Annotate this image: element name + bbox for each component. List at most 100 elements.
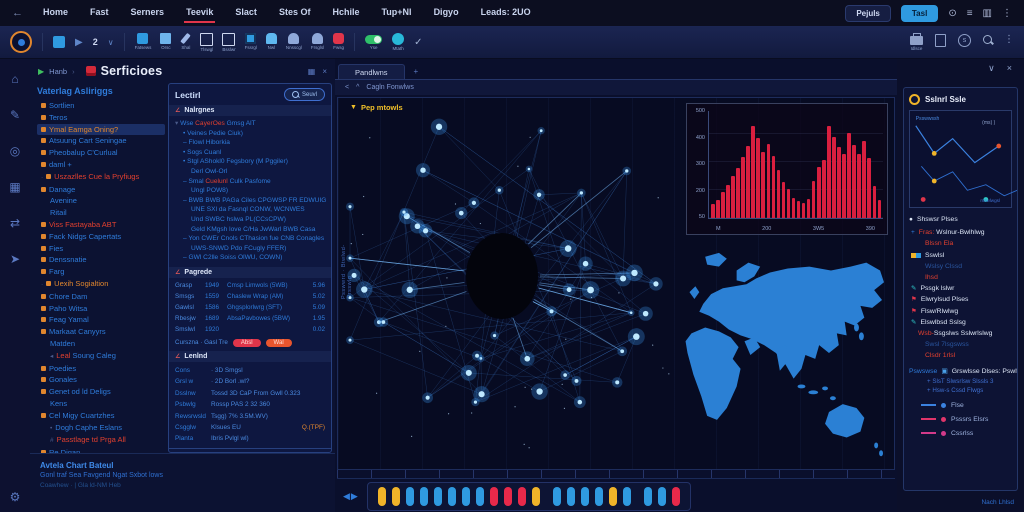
- timeline-pill-blue[interactable]: [419, 486, 428, 506]
- menu-item-teevik[interactable]: Teevik: [184, 3, 216, 23]
- app-logo[interactable]: [10, 31, 32, 53]
- group-sub-2[interactable]: + Hsw-s Cssd Flwgs: [927, 387, 984, 395]
- timeline-pill-red[interactable]: [671, 486, 680, 506]
- send-icon[interactable]: ➤: [9, 252, 21, 266]
- coin-icon[interactable]: s: [958, 34, 971, 47]
- target-icon[interactable]: ◎: [9, 144, 21, 158]
- tool-nwl[interactable]: Nwl: [265, 32, 277, 50]
- tree-item[interactable]: Re Digan: [37, 447, 165, 453]
- tree-item[interactable]: ◂ Leal Soung Caleg: [37, 350, 165, 363]
- timeline-pill-red[interactable]: [517, 486, 526, 506]
- tool-fatsews[interactable]: Fatsews: [135, 32, 151, 50]
- timeline-pill-yellow[interactable]: [377, 486, 386, 506]
- property-row[interactable]: Psbwlg Rossp PAS 2 32 360: [175, 399, 325, 410]
- menu-item-slact[interactable]: Slact: [235, 7, 257, 17]
- filter-pill-2[interactable]: Wal: [265, 338, 292, 347]
- tree-item[interactable]: Kens: [37, 398, 165, 410]
- layer-item[interactable]: Clsdr 1rlsl: [909, 350, 1012, 361]
- minimize-icon[interactable]: ∨: [988, 63, 995, 73]
- tree-item[interactable]: Fies: [37, 243, 165, 255]
- section-header-2[interactable]: ∠ Pagrede: [169, 266, 331, 278]
- tool-frsglsl[interactable]: Frsglsl: [311, 32, 324, 50]
- tree-item[interactable]: # Passtlage td Prga All: [37, 434, 165, 447]
- tree-item[interactable]: Gonales: [37, 374, 165, 386]
- layout-icon[interactable]: ▥: [982, 7, 992, 19]
- case-tool[interactable]: Idlsce: [910, 33, 923, 51]
- run-icon[interactable]: ▶: [75, 36, 83, 48]
- tree-item[interactable]: Genet od ld Deligs: [37, 386, 165, 398]
- tool-fwsg[interactable]: Fwsg: [333, 32, 345, 50]
- timeline-pill-blue[interactable]: [643, 486, 652, 506]
- legend-item-flse[interactable]: Flse: [909, 402, 1012, 409]
- tree-item[interactable]: · Uszazlles Cue la Pryfiugs: [37, 171, 165, 184]
- menu-item-stes-of[interactable]: Stes Of: [278, 7, 311, 17]
- play-icon[interactable]: ▶: [38, 66, 45, 76]
- timeline-pill-yellow[interactable]: [608, 486, 617, 506]
- timeline-pill-blue[interactable]: [580, 486, 589, 506]
- status-link[interactable]: Nach Lhlsd: [981, 499, 1014, 506]
- layer-item[interactable]: Ihsd: [909, 272, 1012, 283]
- layer-item[interactable]: Wslsy Clssd: [909, 261, 1012, 272]
- property-row[interactable]: Grsl w · 2D Borl .wl?: [175, 376, 325, 387]
- apple-icon[interactable]: ⊙: [948, 7, 957, 19]
- attribute-line[interactable]: • Sogs Cuanl: [175, 148, 327, 158]
- back-arrow-icon[interactable]: ←: [12, 7, 23, 19]
- tab-pandlwns[interactable]: Pandlwns: [338, 64, 405, 79]
- tool-shal[interactable]: Shal: [180, 32, 192, 50]
- tree-item[interactable]: Teros: [37, 112, 165, 124]
- tree-item[interactable]: · Uexih Sogialtion: [37, 278, 165, 291]
- swap-icon[interactable]: ⇄: [9, 216, 21, 230]
- attribute-line[interactable]: – Flowl Hiborkia: [175, 138, 327, 148]
- tree-item[interactable]: Ymal Eamga Oning?: [37, 123, 166, 136]
- add-tab-button[interactable]: +: [413, 67, 419, 76]
- kebab-menu-icon[interactable]: ⋮: [1002, 7, 1012, 19]
- layer-item[interactable]: Sswlsl: [909, 250, 1012, 261]
- close-icon[interactable]: ×: [322, 66, 327, 76]
- clipboard-icon[interactable]: [935, 34, 946, 47]
- layer-item[interactable]: Blssn Ela: [909, 238, 1012, 249]
- circle-tool[interactable]: Mtath: [392, 33, 405, 51]
- legend-item-psssrs-elsrs[interactable]: Psssrs Elsrs: [909, 416, 1012, 423]
- tree-item[interactable]: daml +: [37, 159, 165, 171]
- attribute-line[interactable]: – Yon CWEr Cnols CThasion fue CNB Conagl…: [175, 234, 327, 244]
- timeline-pill-blue[interactable]: [657, 486, 666, 506]
- tool-tlswgl[interactable]: Tlswgl: [200, 32, 214, 52]
- attribute-line[interactable]: Derl Owl-Orl: [175, 167, 327, 177]
- attribute-line[interactable]: • Veines Pedie Ciuk): [175, 129, 327, 139]
- info-meta[interactable]: Coawhew · | Gla ld-NM Heb: [40, 482, 121, 489]
- timeline-pill-yellow[interactable]: [391, 486, 400, 506]
- timeline-pill-blue[interactable]: [552, 486, 561, 506]
- layer-item[interactable]: + Fras: Wslnur-Bwlhlwg: [909, 227, 1012, 238]
- layer-item[interactable]: Swsl 7lsgswss: [909, 339, 1012, 350]
- tree-item[interactable]: Pheobalup C'Curlual: [37, 147, 165, 159]
- filter-pill-1[interactable]: Absl: [232, 338, 261, 347]
- timeline-pill-blue[interactable]: [622, 486, 631, 506]
- table-row[interactable]: Gawlsl 1586 Ghgsplorlwrg (SFT) 5.09: [175, 302, 325, 313]
- attribute-line[interactable]: – Smal Cuelunl Culk Pasfome: [175, 177, 327, 187]
- section-header-1[interactable]: ∠ Nalrgnes: [169, 105, 331, 116]
- menu-item-serners[interactable]: Serners: [130, 7, 165, 17]
- check-icon[interactable]: ✓: [414, 36, 423, 48]
- kebab-menu-icon[interactable]: ⋮: [1004, 34, 1014, 45]
- pen-icon[interactable]: ✎: [9, 108, 21, 122]
- timeline-pill-red[interactable]: [503, 486, 512, 506]
- layer-item[interactable]: ⚑ Elwrylsud Plses: [909, 294, 1012, 305]
- legend-item-cssrlss[interactable]: Cssrlss: [909, 430, 1012, 437]
- menu-item-fast[interactable]: Fast: [90, 7, 109, 17]
- table-row[interactable]: Smsgs 1559 Chaslew Wrap (AM) 5.02: [175, 291, 325, 302]
- attribute-line[interactable]: Und SWBC hslwa PL(CCsCPW): [175, 215, 327, 225]
- tree-item[interactable]: Danage: [37, 184, 165, 196]
- gear-icon[interactable]: ⚙: [9, 490, 21, 504]
- tree-item[interactable]: Paho Witsa: [37, 303, 165, 315]
- tree-item[interactable]: Matden: [37, 338, 165, 350]
- tree-item[interactable]: Ritail: [37, 207, 165, 219]
- tree-item[interactable]: Avenine: [37, 195, 165, 207]
- timeline-pill-yellow[interactable]: [531, 486, 540, 506]
- tool-orsc[interactable]: Orsc: [160, 32, 172, 50]
- timeline-arrows[interactable]: ◀▶: [343, 490, 359, 501]
- property-row[interactable]: Planta Ibris Pvlgl wl): [175, 433, 325, 444]
- attribute-line[interactable]: – BWB BWB PAGa Ciles CPGWSP FR EDWUIG: [175, 196, 327, 206]
- property-row[interactable]: Cons · 3D Smgsl: [175, 365, 325, 376]
- layers-group-2[interactable]: Pswswse ▣ Grswlsse Dlses: Pswlwg: [909, 366, 1017, 377]
- toggle-switch[interactable]: [365, 34, 383, 44]
